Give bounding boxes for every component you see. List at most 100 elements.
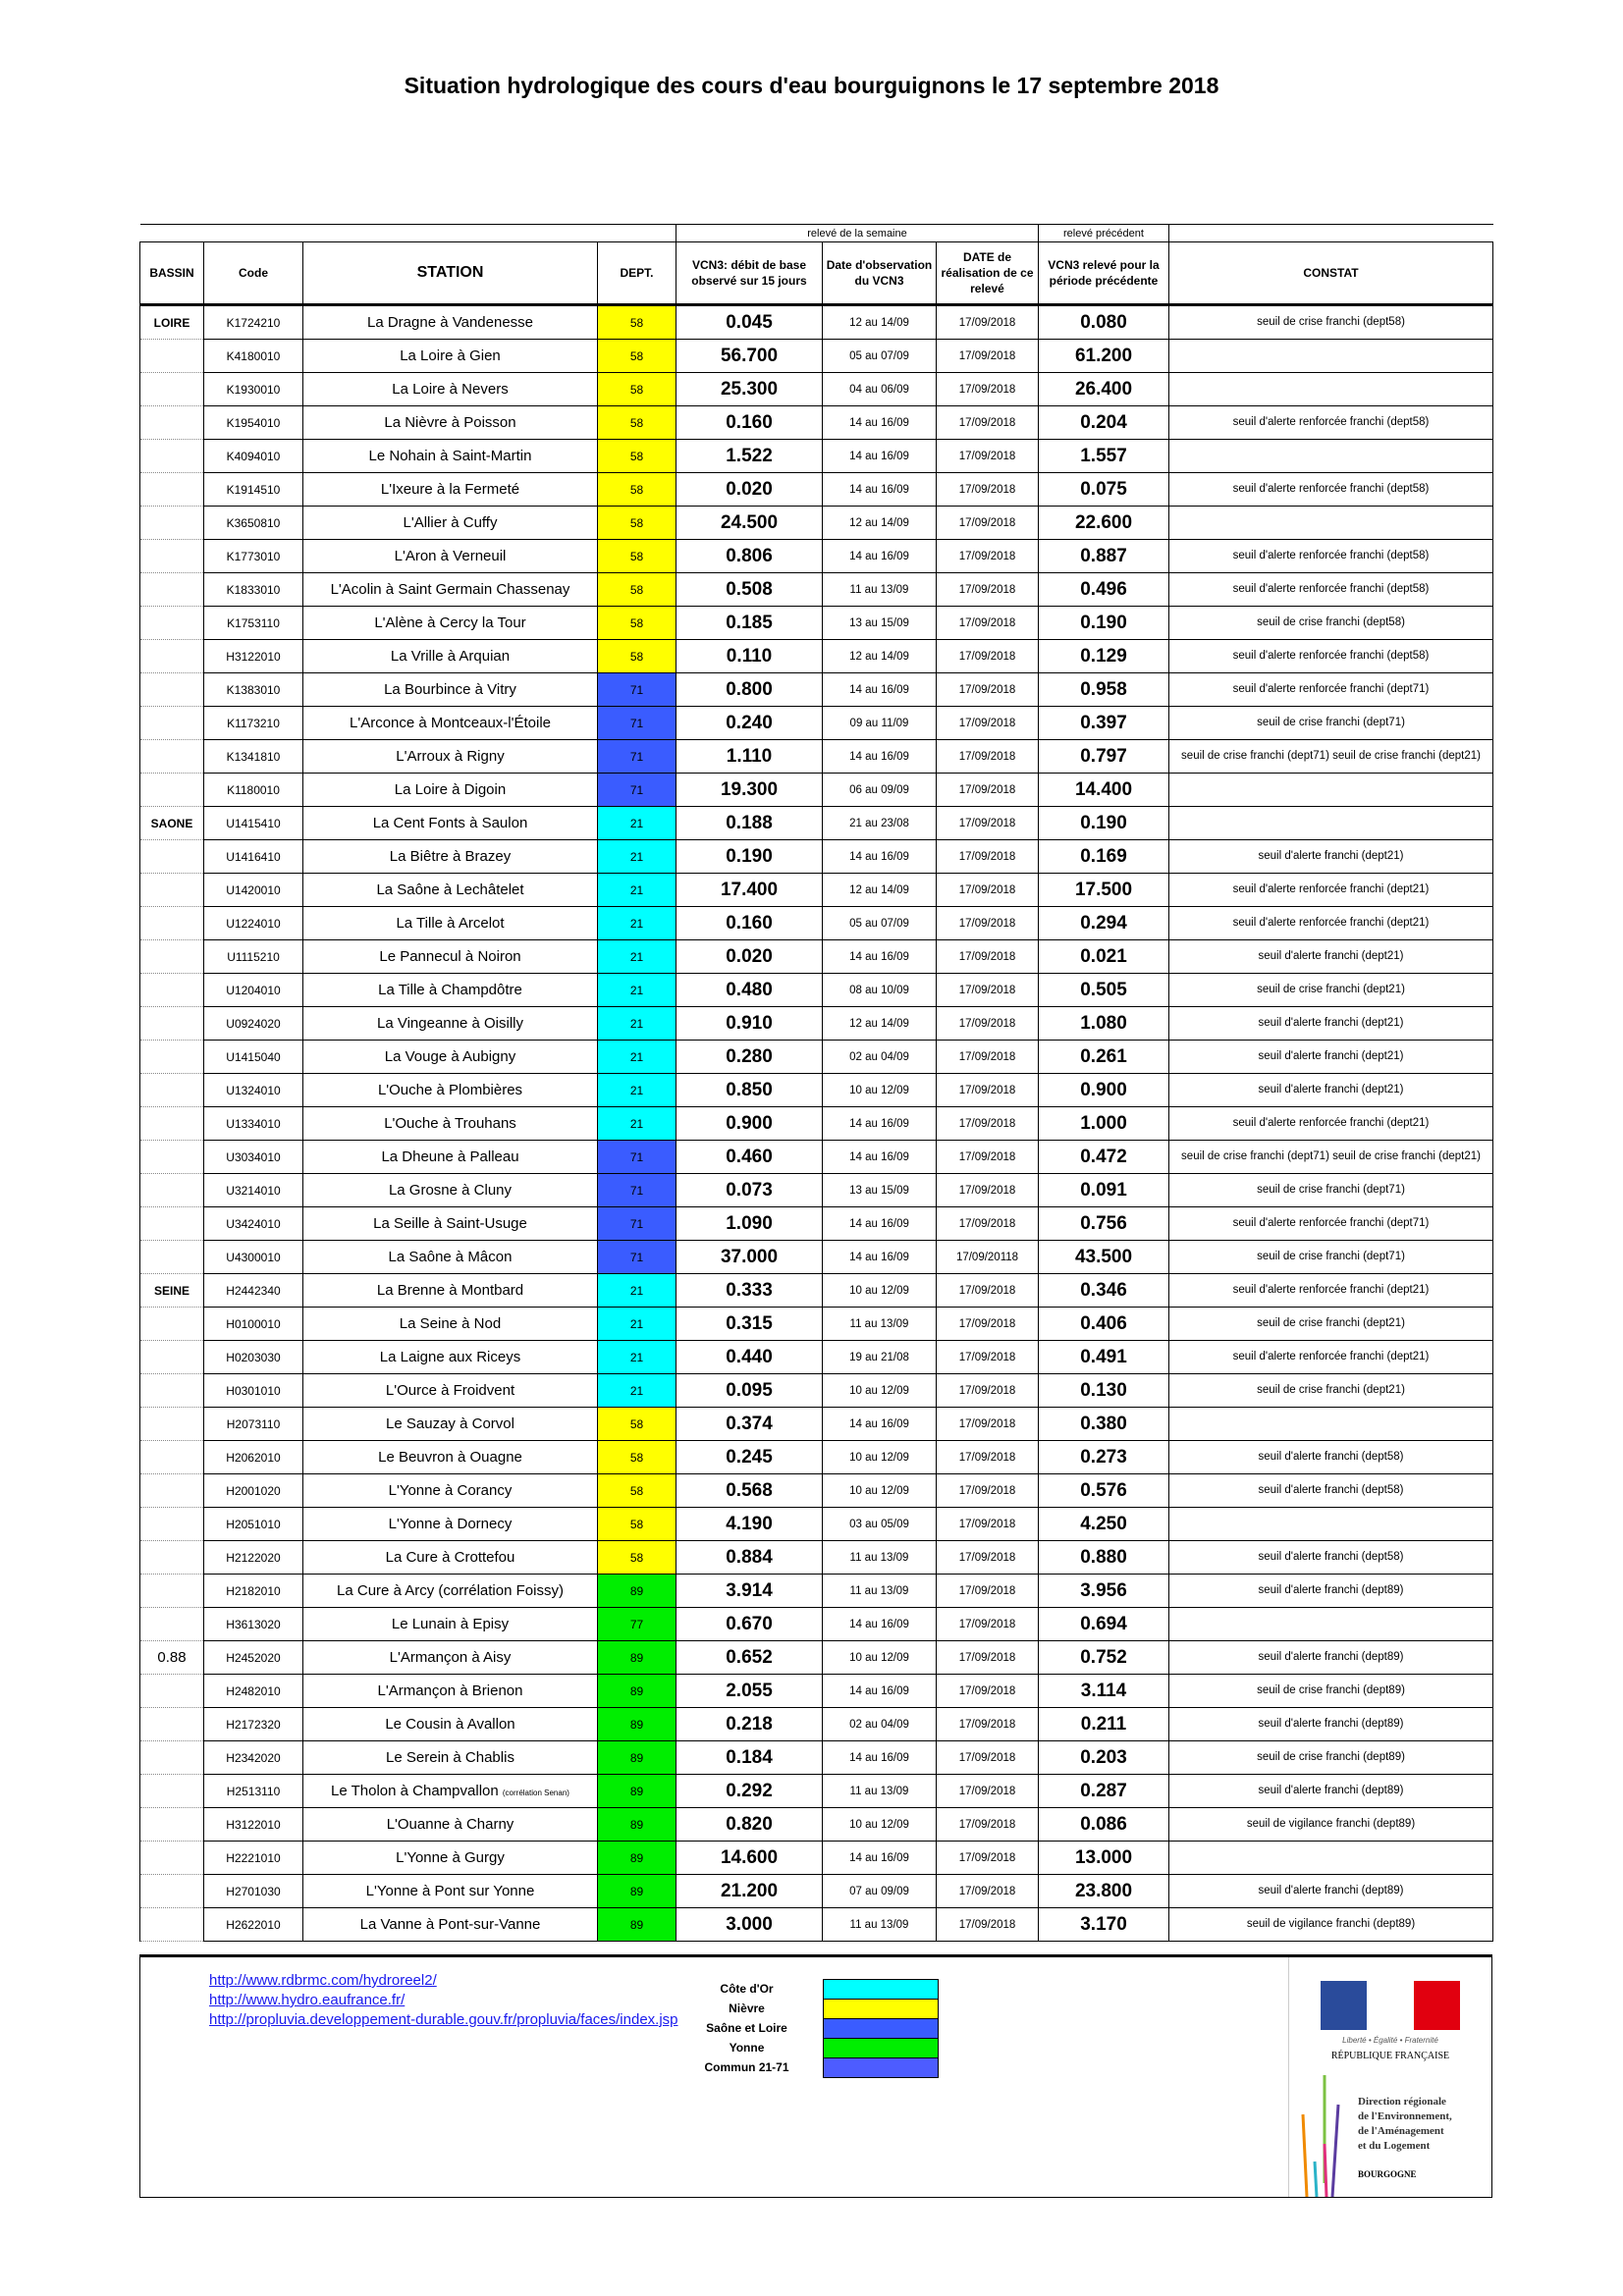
cell-vcn3: 25.300 bbox=[676, 372, 823, 406]
cell-vcn3-prev: 0.086 bbox=[1038, 1807, 1169, 1842]
legend-label: Nièvre bbox=[729, 2002, 765, 2015]
cell-vcn3: 0.333 bbox=[676, 1273, 823, 1308]
logo: Liberté • Égalité • Fraternité RÉPUBLIQU… bbox=[1288, 1957, 1491, 2197]
cell-vcn3: 4.190 bbox=[676, 1507, 823, 1541]
cell-station: Le Serein à Chablis bbox=[302, 1740, 598, 1775]
cell-station: Le Nohain à Saint-Martin bbox=[302, 439, 598, 473]
cell-constat: seuil de crise franchi (dept71) bbox=[1168, 1173, 1493, 1207]
cell-code: H2701030 bbox=[203, 1874, 303, 1908]
cell-date-obs: 13 au 15/09 bbox=[822, 1173, 937, 1207]
cell-date-obs: 02 au 04/09 bbox=[822, 1707, 937, 1741]
cell-date-real: 17/09/2018 bbox=[936, 1073, 1039, 1107]
table-row: K1173210 L'Arconce à Montceaux-l'Étoile 71… bbox=[139, 706, 1493, 740]
cell-constat bbox=[1168, 806, 1493, 840]
link-hydro[interactable]: http://www.hydro.eaufrance.fr/ bbox=[209, 1992, 406, 2008]
cell-bassin bbox=[139, 1907, 204, 1942]
cell-date-real: 17/09/2018 bbox=[936, 339, 1039, 373]
cell-code: H2452020 bbox=[203, 1640, 303, 1675]
cell-vcn3-prev: 0.190 bbox=[1038, 806, 1169, 840]
table-row: U3214010 La Grosne à Cluny 71 0.073 13 au 15… bbox=[139, 1173, 1493, 1207]
table-row: H2062010 Le Beuvron à Ouagne 58 0.245 10 au … bbox=[139, 1440, 1493, 1474]
cell-bassin: SEINE bbox=[139, 1273, 204, 1308]
cell-vcn3: 0.850 bbox=[676, 1073, 823, 1107]
table-row: U1324010 L'Ouche à Plombières 21 0.850 10 au… bbox=[139, 1073, 1493, 1107]
cell-date-real: 17/09/2018 bbox=[936, 1574, 1039, 1608]
cell-dept: 58 bbox=[597, 1407, 676, 1441]
cell-date-obs: 14 au 16/09 bbox=[822, 1674, 937, 1708]
cell-bassin bbox=[139, 1173, 204, 1207]
cell-station: L'Acolin à Saint Germain Chassenay bbox=[302, 572, 598, 607]
cell-constat: seuil d'alerte renforcée franchi (dept58… bbox=[1168, 572, 1493, 607]
table-row: H0203030 La Laigne aux Riceys 21 0.440 19 au… bbox=[139, 1340, 1493, 1374]
cell-constat: seuil de crise franchi (dept21) bbox=[1168, 1307, 1493, 1341]
cell-constat: seuil de crise franchi (dept21) bbox=[1168, 973, 1493, 1007]
cell-station: L'Allier à Cuffy bbox=[302, 506, 598, 540]
table-row: K1753110 L'Alène à Cercy la Tour 58 0.185 13… bbox=[139, 606, 1493, 640]
table-row: H2122020 La Cure à Crottefou 58 0.884 11 au … bbox=[139, 1540, 1493, 1575]
table-row: H2342020 Le Serein à Chablis 89 0.184 14 au … bbox=[139, 1740, 1493, 1775]
cell-station: La Cent Fonts à Saulon bbox=[302, 806, 598, 840]
link-propluvia[interactable]: http://propluvia.developpement-durable.g… bbox=[209, 2011, 678, 2028]
cell-dept: 89 bbox=[597, 1640, 676, 1675]
table-row: U3424010 La Seille à Saint-Usuge 71 1.090 14… bbox=[139, 1206, 1493, 1241]
cell-station: L'Arroux à Rigny bbox=[302, 739, 598, 774]
cell-date-real: 17/09/2018 bbox=[936, 639, 1039, 673]
page-title: Situation hydrologique des cours d'eau b… bbox=[404, 73, 1219, 98]
cell-bassin bbox=[139, 1240, 204, 1274]
cell-constat: seuil d'alerte franchi (dept21) bbox=[1168, 1006, 1493, 1041]
cell-date-real: 17/09/2018 bbox=[936, 1340, 1039, 1374]
cell-constat: seuil de crise franchi (dept89) bbox=[1168, 1674, 1493, 1708]
legend-swatch bbox=[823, 2017, 939, 2039]
cell-date-obs: 05 au 07/09 bbox=[822, 339, 937, 373]
cell-vcn3-prev: 0.211 bbox=[1038, 1707, 1169, 1741]
cell-date-real: 17/09/2018 bbox=[936, 1807, 1039, 1842]
cell-code: H2342020 bbox=[203, 1740, 303, 1775]
cell-vcn3-prev: 0.130 bbox=[1038, 1373, 1169, 1408]
cell-date-obs: 10 au 12/09 bbox=[822, 1440, 937, 1474]
cell-date-obs: 11 au 13/09 bbox=[822, 1574, 937, 1608]
cell-code: U1415040 bbox=[203, 1040, 303, 1074]
cell-code: H2062010 bbox=[203, 1440, 303, 1474]
cell-constat: seuil de crise franchi (dept71) bbox=[1168, 706, 1493, 740]
cell-vcn3: 0.280 bbox=[676, 1040, 823, 1074]
col-vcn3: VCN3: débit de base observé sur 15 jours bbox=[676, 241, 823, 306]
cell-constat: seuil d'alerte renforcée franchi (dept58… bbox=[1168, 472, 1493, 507]
cell-date-real: 17/09/2018 bbox=[936, 1841, 1039, 1875]
cell-dept: 21 bbox=[597, 939, 676, 974]
dreal-region: BOURGOGNE bbox=[1358, 2169, 1417, 2179]
cell-bassin bbox=[139, 1006, 204, 1041]
cell-date-real: 17/09/2018 bbox=[936, 806, 1039, 840]
cell-vcn3: 0.240 bbox=[676, 706, 823, 740]
cell-dept: 21 bbox=[597, 1307, 676, 1341]
cell-date-real: 17/09/2018 bbox=[936, 405, 1039, 440]
table-row: H2701030 L'Yonne à Pont sur Yonne 89 21.200… bbox=[139, 1874, 1493, 1908]
cell-dept: 89 bbox=[597, 1907, 676, 1942]
cell-vcn3: 0.245 bbox=[676, 1440, 823, 1474]
cell-dept: 21 bbox=[597, 1073, 676, 1107]
legend-swatch bbox=[823, 2037, 939, 2058]
cell-date-obs: 10 au 12/09 bbox=[822, 1273, 937, 1308]
cell-dept: 71 bbox=[597, 1140, 676, 1174]
cell-vcn3-prev: 0.900 bbox=[1038, 1073, 1169, 1107]
cell-code: U0924020 bbox=[203, 1006, 303, 1041]
cell-code: H3613020 bbox=[203, 1607, 303, 1641]
col-date-obs: Date d'observation du VCN3 bbox=[822, 241, 937, 306]
cell-vcn3: 17.400 bbox=[676, 873, 823, 907]
cell-code: K1914510 bbox=[203, 472, 303, 507]
dreal-line: et du Logement bbox=[1358, 2140, 1431, 2152]
cell-dept: 21 bbox=[597, 1040, 676, 1074]
cell-bassin bbox=[139, 405, 204, 440]
col-constat: CONSTAT bbox=[1168, 241, 1493, 306]
cell-vcn3-prev: 0.880 bbox=[1038, 1540, 1169, 1575]
cell-vcn3-prev: 0.958 bbox=[1038, 672, 1169, 707]
cell-constat: seuil de vigilance franchi (dept89) bbox=[1168, 1807, 1493, 1842]
cell-date-obs: 11 au 13/09 bbox=[822, 1540, 937, 1575]
link-rdbrmc[interactable]: http://www.rdbrmc.com/hydroreel2/ bbox=[209, 1972, 437, 1989]
flag-icon bbox=[1321, 1981, 1460, 2030]
cell-date-obs: 11 au 13/09 bbox=[822, 1907, 937, 1942]
cell-station: La Saône à Mâcon bbox=[302, 1240, 598, 1274]
cell-date-obs: 14 au 16/09 bbox=[822, 472, 937, 507]
table-row: H2051010 L'Yonne à Dornecy 58 4.190 03 au 05… bbox=[139, 1507, 1493, 1541]
table-row: H2482010 L'Armançon à Brienon 89 2.055 14 au… bbox=[139, 1674, 1493, 1708]
cell-date-obs: 14 au 16/09 bbox=[822, 439, 937, 473]
